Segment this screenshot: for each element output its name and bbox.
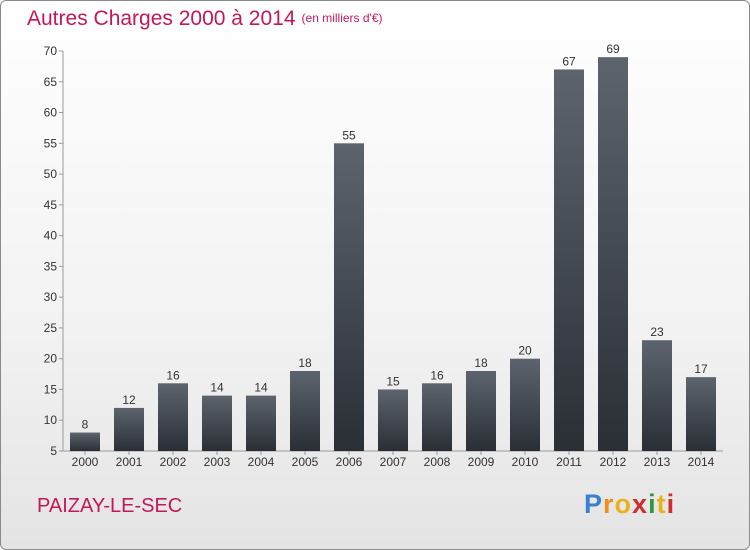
x-tick-label-2005: 2005 <box>292 455 319 469</box>
value-label-2009: 18 <box>474 356 488 370</box>
logo-letter: x <box>632 489 649 519</box>
bar-2004 <box>246 395 276 451</box>
x-tick-label-2014: 2014 <box>688 455 715 469</box>
proxiti-logo: Proxiti <box>584 489 675 520</box>
y-tick-label: 55 <box>44 136 58 150</box>
value-label-2012: 69 <box>606 42 620 56</box>
x-tick-label-2003: 2003 <box>204 455 231 469</box>
chart-title-text: Autres Charges 2000 à 2014 <box>27 7 296 30</box>
logo-letter: P <box>584 489 604 519</box>
value-label-2014: 17 <box>694 362 708 376</box>
value-label-2008: 16 <box>430 368 444 382</box>
y-tick-label: 5 <box>50 444 57 458</box>
y-axis: 5 10 15 20 25 30 35 40 45 50 55 60 65 70 <box>44 44 64 458</box>
bar-2006 <box>334 143 364 452</box>
x-tick-label-2012: 2012 <box>600 455 627 469</box>
bar-2000 <box>70 432 100 451</box>
value-labels: 8 12 16 14 14 18 55 15 16 18 20 67 69 23 17 <box>82 42 708 431</box>
x-tick-label-2009: 2009 <box>468 455 495 469</box>
commune-name: PAIZAY-LE-SEC <box>37 495 183 517</box>
bar-2009 <box>466 371 496 451</box>
chart-subtitle: (en milliers d'€) <box>301 11 383 25</box>
value-label-2011: 67 <box>562 54 576 68</box>
y-tick-label: 50 <box>44 167 58 181</box>
x-tick-label-2007: 2007 <box>380 455 407 469</box>
logo-letter: i <box>648 489 657 519</box>
bar-2002 <box>158 383 188 451</box>
value-label-2004: 14 <box>254 381 268 395</box>
value-label-2010: 20 <box>518 344 532 358</box>
value-label-2005: 18 <box>298 356 312 370</box>
bar-2013 <box>642 340 672 451</box>
value-label-2000: 8 <box>82 418 89 432</box>
bar-2012 <box>598 57 628 452</box>
logo-letter: i <box>666 489 676 519</box>
y-tick-label: 65 <box>44 75 58 89</box>
logo-letter: t <box>656 489 667 519</box>
x-tick-label-2004: 2004 <box>248 455 275 469</box>
x-tick-label-2006: 2006 <box>336 455 363 469</box>
y-tick-label: 15 <box>44 382 58 396</box>
y-tick-label: 60 <box>44 106 58 120</box>
x-tick-label-2008: 2008 <box>424 455 451 469</box>
bar-2008 <box>422 383 452 451</box>
x-tick-label-2001: 2001 <box>116 455 143 469</box>
x-tick-label-2011: 2011 <box>556 455 582 469</box>
y-tick-label: 70 <box>44 44 58 58</box>
y-tick-label: 20 <box>44 352 58 366</box>
value-label-2013: 23 <box>650 325 664 339</box>
x-axis: 2000 2001 2002 2003 2004 2005 2006 2007 2008 2009… <box>63 450 723 469</box>
bar-2007 <box>378 389 408 451</box>
y-tick-label: 35 <box>44 259 58 273</box>
x-tick-label-2002: 2002 <box>160 455 187 469</box>
y-tick-label: 30 <box>44 290 58 304</box>
value-label-2007: 15 <box>386 374 400 388</box>
bar-2003 <box>202 395 232 451</box>
bar-2010 <box>510 358 540 451</box>
y-tick-label: 25 <box>44 321 58 335</box>
value-label-2003: 14 <box>210 381 224 395</box>
x-tick-label-2013: 2013 <box>644 455 671 469</box>
y-tick-label: 10 <box>44 413 58 427</box>
bars <box>70 57 716 452</box>
y-tick-label: 40 <box>44 229 58 243</box>
bar-2011 <box>554 69 584 451</box>
chart-title: Autres Charges 2000 à 2014 (en milliers d… <box>27 7 383 31</box>
y-tick-label: 45 <box>44 198 58 212</box>
bar-2014 <box>686 377 716 451</box>
value-label-2002: 16 <box>166 368 180 382</box>
logo-letter: r <box>603 489 615 519</box>
bar-2005 <box>290 371 320 451</box>
bar-2001 <box>114 407 144 451</box>
logo-letter: o <box>614 489 633 519</box>
x-tick-label-2000: 2000 <box>72 455 99 469</box>
value-label-2001: 12 <box>122 393 136 407</box>
value-label-2006: 55 <box>342 128 356 142</box>
x-tick-label-2010: 2010 <box>512 455 539 469</box>
